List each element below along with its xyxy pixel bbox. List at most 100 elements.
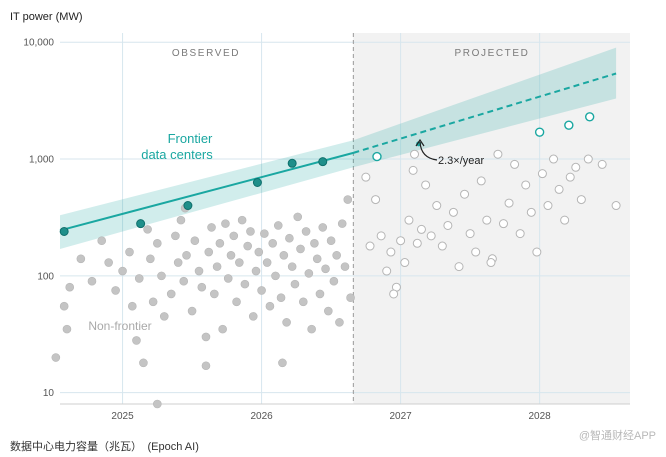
frontier-point [183, 201, 193, 211]
nonfrontier-point [221, 219, 230, 228]
nonfrontier-point [182, 251, 191, 260]
nonfrontier-point [285, 233, 294, 243]
nonfrontier-projected-point [371, 195, 381, 205]
nonfrontier-point [324, 306, 333, 316]
nonfrontier-point [212, 262, 222, 271]
nonfrontier-point [257, 286, 266, 295]
nonfrontier-projected-point [389, 289, 399, 299]
nonfrontier-projected-point [532, 247, 542, 257]
growth-rate-arrowhead [415, 138, 425, 147]
nonfrontier-point [278, 358, 287, 368]
observed-region-label: OBSERVED [172, 48, 240, 59]
y-tick-label: 10,000 [23, 38, 54, 49]
nonfrontier-point [207, 223, 216, 232]
nonfrontier-point [59, 301, 69, 311]
nonfrontier-projected-point [376, 231, 386, 241]
nonfrontier-projected-point [404, 215, 414, 225]
y-tick-label: 10 [43, 388, 55, 399]
nonfrontier-projected-point [448, 207, 458, 217]
nonfrontier-point [176, 215, 186, 225]
trend-confidence-band [60, 47, 617, 249]
nonfrontier-projected-point [611, 201, 621, 211]
nonfrontier-projected-point [460, 189, 470, 199]
nonfrontier-projected-point [421, 180, 431, 190]
nonfrontier-point [298, 297, 308, 307]
nonfrontier-point [127, 301, 137, 311]
nonfrontier-point [293, 212, 303, 222]
nonfrontier-point [265, 301, 275, 311]
nonfrontier-point [329, 276, 339, 286]
nonfrontier-point [143, 225, 152, 234]
nonfrontier-point [287, 262, 297, 271]
nonfrontier-point [276, 293, 286, 303]
nonfrontier-projected-point [465, 229, 475, 239]
nonfrontier-point [215, 239, 225, 248]
nonfrontier-point [218, 324, 227, 334]
nonfrontier-projected-point [571, 162, 581, 172]
nonfrontier-point [166, 289, 176, 299]
x-tick-label: 2028 [529, 411, 552, 422]
nonfrontier-point [197, 282, 207, 292]
nonfrontier-point [76, 254, 86, 264]
nonfrontier-point [307, 324, 316, 334]
nonfrontier-projected-point [549, 154, 559, 164]
nonfrontier-projected-point [526, 207, 536, 217]
nonfrontier-projected-point [493, 149, 503, 159]
nonfrontier-projected-point [454, 262, 464, 272]
watermark: @智通财经APP [579, 428, 656, 442]
nonfrontier-point [310, 239, 319, 248]
x-tick-label: 2026 [250, 411, 273, 422]
nonfrontier-point [226, 251, 236, 260]
frontier-point [252, 177, 262, 187]
nonfrontier-point [132, 336, 141, 345]
nonfrontier-point [290, 279, 300, 289]
nonfrontier-point [268, 239, 278, 248]
y-axis-label: IT power (MW) [10, 11, 83, 23]
nonfrontier-point [321, 264, 330, 274]
text-layer: IT power (MW) OBSERVED PROJECTED Frontie… [10, 11, 656, 453]
nonfrontier-projected-point [386, 247, 396, 257]
nonfrontier-point [171, 231, 180, 241]
nonfrontier-point [340, 262, 350, 271]
y-tick-label: 1,000 [29, 155, 54, 166]
nonfrontier-point [240, 279, 250, 289]
nonfrontier-point [318, 223, 328, 232]
nonfrontier-point [301, 227, 311, 236]
nonfrontier-projected-point [382, 266, 392, 276]
projected-region-label: PROJECTED [455, 48, 530, 59]
nonfrontier-point [279, 251, 289, 260]
nonfrontier-projected-point [576, 195, 586, 205]
nonfrontier-point [237, 215, 247, 225]
axis-labels: 10 100 1,000 10,000 2025 2026 2027 2028 [23, 38, 551, 422]
nonfrontier-point [62, 324, 72, 334]
nonfrontier-projected-point [597, 159, 607, 169]
trend-band-layer [60, 47, 617, 249]
nonfrontier-point [148, 297, 158, 307]
frontier-label-line2: data centers [141, 147, 213, 162]
frontier-point [287, 158, 297, 168]
nonfrontier-projected-point [583, 154, 593, 164]
nonfrontier-point [254, 247, 264, 257]
nonfrontier-point [326, 236, 336, 246]
nonfrontier-point [315, 289, 325, 299]
nonfrontier-point [232, 297, 241, 307]
nonfrontier-point [343, 195, 353, 204]
frontier-projected-point [564, 120, 574, 130]
nonfrontier-point [187, 306, 197, 316]
nonfrontier-point [146, 254, 155, 264]
nonfrontier-point [223, 274, 233, 283]
nonfrontier-point [346, 293, 355, 303]
nonfrontier-projected-point [410, 149, 420, 159]
nonfrontier-point [65, 282, 75, 292]
nonfrontier-point [260, 229, 269, 238]
nonfrontier-point [118, 266, 127, 276]
nonfrontier-projected-point [476, 176, 486, 186]
nonfrontier-point [296, 244, 305, 254]
nonfrontier-point [139, 358, 148, 368]
nonfrontier-point [204, 247, 214, 257]
nonfrontier-point [282, 318, 291, 327]
nonfrontier-projected-point [537, 169, 547, 179]
nonfrontier-projected-point [515, 229, 525, 239]
frontier-projected-point [372, 151, 382, 162]
